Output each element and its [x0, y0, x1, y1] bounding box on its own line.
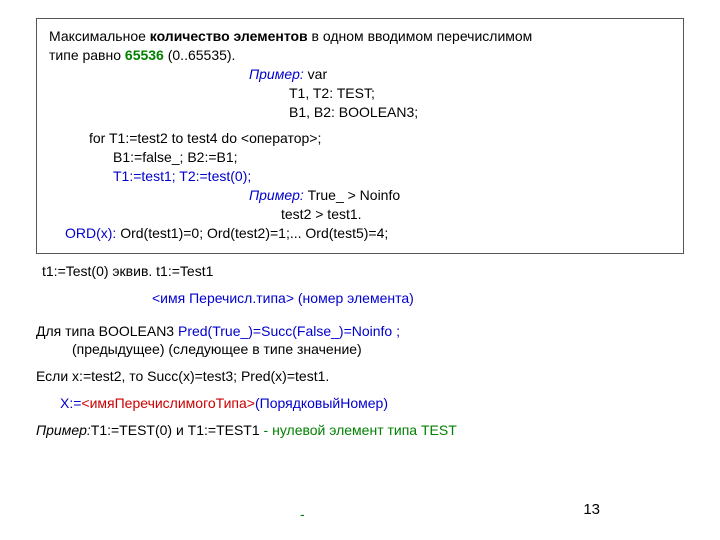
text-bold: количество элементов — [150, 28, 308, 44]
info-box: Максимальное количество элементов в одно… — [36, 18, 684, 254]
text: (0..65535). — [164, 47, 236, 63]
assign-b-line: B1:=false_; B2:=B1; — [49, 148, 671, 167]
assign-syntax-line: X:=<имяПеречислимогоТипа>(ПорядковыйНоме… — [36, 394, 684, 413]
text: Для типа BOOLEAN3 — [36, 323, 178, 339]
dash-mark: - — [300, 505, 305, 524]
text: T1:=TEST(0) и T1:=TEST1 — [91, 422, 264, 438]
ord-body: Ord(test1)=0; Ord(test2)=1;... Ord(test5… — [116, 225, 388, 241]
boolean3-line2: (предыдущее) (следующее в типе значение) — [36, 340, 684, 359]
text-red: <имяПеречислимогоТипа> — [81, 395, 255, 411]
text: (ПорядковыйНомер) — [255, 395, 388, 411]
text-blue: Pred(True_)=Succ(False_)=Noinfo ; — [178, 323, 400, 339]
enum-suffix: (номер элемента) — [294, 290, 414, 306]
example-label: Пример: — [249, 187, 304, 203]
example-var-line: Пример: var — [49, 65, 671, 84]
text: True_ > Noinfo — [304, 187, 400, 203]
text: var — [304, 66, 327, 82]
page-number: 13 — [583, 500, 600, 520]
var-test-line: T1, T2: TEST; — [49, 84, 671, 103]
text: X:= — [60, 395, 81, 411]
ord-line: ORD(x): Ord(test1)=0; Ord(test2)=1;... O… — [49, 224, 671, 243]
text: Максимальное — [49, 28, 150, 44]
max-elements-line1: Максимальное количество элементов в одно… — [49, 27, 671, 46]
text: в одном вводимом перечислимом — [308, 28, 533, 44]
example-label: Пример: — [36, 422, 91, 438]
for-line: for T1:=test2 to test4 do <оператор>; — [49, 129, 671, 148]
text-green: - нулевой элемент типа TEST — [264, 422, 457, 438]
slide-page: Максимальное количество элементов в одно… — [0, 0, 720, 540]
example2-line1: Пример: True_ > Noinfo — [49, 186, 671, 205]
succ-pred-line: Если x:=test2, то Succ(x)=test3; Pred(x)… — [36, 367, 684, 386]
var-bool-line: B1, B2: BOOLEAN3; — [49, 103, 671, 122]
example2-line2: test2 > test1. — [49, 205, 671, 224]
max-elements-line2: типе равно 65536 (0..65535). — [49, 46, 671, 65]
enum-type-line: <имя Перечисл.типа> (номер элемента) — [36, 289, 684, 308]
text: типе равно — [49, 47, 125, 63]
boolean3-line1: Для типа BOOLEAN3 Pred(True_)=Succ(False… — [36, 322, 684, 341]
example-label: Пример: — [249, 66, 304, 82]
text-green-bold: 65536 — [125, 47, 164, 63]
final-example-line: Пример:T1:=TEST(0) и T1:=TEST1 - нулевой… — [36, 421, 684, 440]
equiv-line: t1:=Test(0) эквив. t1:=Test1 — [36, 262, 684, 281]
assign-t-line: T1:=test1; T2:=test(0); — [49, 167, 671, 186]
enum-name: <имя Перечисл.типа> — [152, 290, 294, 306]
ord-label: ORD(x): — [65, 225, 116, 241]
